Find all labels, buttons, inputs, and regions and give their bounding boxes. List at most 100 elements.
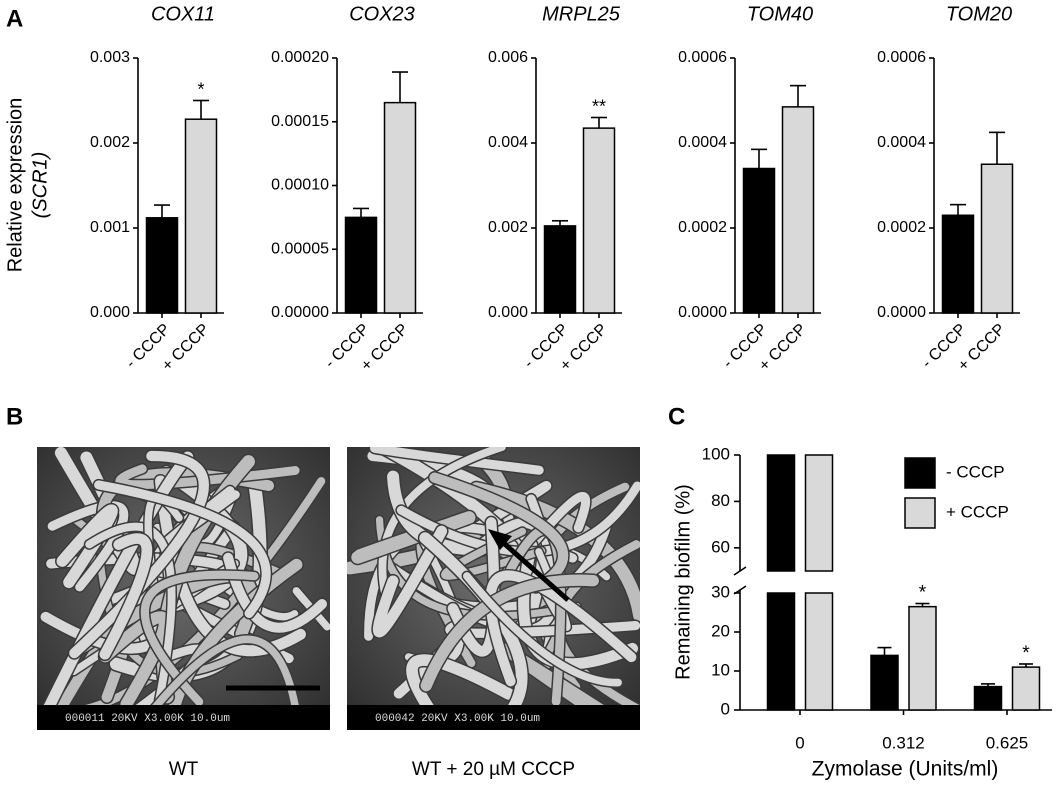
significance: *: [919, 583, 927, 604]
y-tick-label: 0.0004: [678, 134, 727, 151]
bar: [804, 592, 834, 711]
y-tick-label: 0.00010: [271, 177, 329, 194]
y-tick-label: 80: [711, 491, 730, 510]
chart-title: MRPL25: [542, 3, 621, 25]
panel-label: B: [6, 403, 23, 430]
y-tick-label: 0.006: [488, 49, 528, 66]
bar: [742, 167, 776, 314]
sem-image: [37, 447, 330, 730]
hypha: [406, 654, 515, 720]
bar: [543, 225, 577, 314]
y-tick-label: 0.000: [488, 304, 528, 321]
legend-swatch: [904, 497, 936, 529]
y-tick-label: 0.0000: [877, 304, 926, 321]
hypha: [94, 480, 271, 619]
info-bar: [37, 705, 330, 730]
x-tick-label: 0.312: [882, 733, 925, 752]
hypha: [145, 635, 301, 720]
arrow: [496, 536, 570, 602]
legend-swatch: [904, 457, 936, 489]
hypha: [370, 447, 544, 475]
significance: *: [197, 79, 204, 99]
hypha: [140, 570, 259, 706]
axis-break: [733, 566, 747, 576]
bar: [344, 216, 378, 314]
hypha: [56, 504, 118, 589]
y-tick-label: 20: [711, 621, 730, 640]
y-tick-label: 0: [721, 699, 730, 718]
hypha: [99, 611, 171, 710]
bar: [980, 163, 1014, 314]
significance: *: [1022, 643, 1030, 664]
hypha: [419, 532, 528, 725]
y-tick-label: 0.002: [90, 134, 130, 151]
chart-title: COX23: [349, 3, 415, 25]
y-tick-label: 0.0000: [678, 304, 727, 321]
x-tick-label: 0: [795, 733, 804, 752]
hypha: [223, 552, 328, 633]
hypha: [47, 501, 129, 592]
significance: **: [592, 96, 606, 116]
y-tick-label: 100: [702, 444, 730, 463]
bar: [781, 106, 815, 314]
bar: [766, 454, 796, 572]
bar: [1011, 666, 1041, 711]
bar: [184, 118, 218, 314]
y-tick-label: 0.004: [488, 134, 528, 151]
y-tick-label: 0.00005: [271, 240, 329, 257]
chart-title: TOM20: [946, 3, 1012, 25]
bar: [804, 454, 834, 572]
y-axis-label: Relative expression: [4, 98, 26, 273]
hypha: [85, 522, 176, 705]
y-tick-label: 30: [711, 582, 730, 601]
bar: [145, 217, 179, 314]
image-info: 000011 20KV X3.00K 10.0um: [65, 713, 230, 725]
legend-label: + CCCP: [946, 502, 1009, 521]
bar: [870, 654, 899, 711]
hypha: [351, 511, 476, 564]
x-axis-label: Zymolase (Units/ml): [812, 758, 999, 781]
arrow-head: [488, 529, 512, 550]
y-tick-label: 0.0002: [678, 219, 727, 236]
legend-label: - CCCP: [946, 462, 1005, 481]
bar: [766, 592, 796, 711]
info-bar: [347, 705, 640, 730]
image-info: 000042 20KV X3.00K 10.0um: [375, 713, 540, 725]
hypha: [292, 587, 330, 631]
chart-title: TOM40: [747, 3, 813, 25]
x-tick-label: 0.625: [986, 733, 1029, 752]
y-axis-label: Remaining biofilm (%): [672, 484, 694, 680]
y-tick-label: 0.0006: [678, 49, 727, 66]
bar: [973, 685, 1003, 711]
image-caption: WT + 20 µM CCCP: [412, 759, 575, 780]
image-caption: WT: [169, 759, 199, 780]
bar: [582, 127, 616, 314]
bar: [908, 605, 937, 711]
y-tick-label: 0.00015: [271, 113, 329, 130]
y-axis-label: (SCR1): [29, 152, 51, 219]
y-tick-label: 0.00020: [271, 49, 329, 66]
y-tick-label: 0.003: [90, 49, 130, 66]
y-tick-label: 0.00000: [271, 304, 329, 321]
panel-label: C: [668, 403, 685, 430]
bar: [383, 101, 417, 314]
hypha: [463, 572, 622, 687]
y-tick-label: 10: [711, 660, 730, 679]
bar: [941, 214, 975, 314]
y-tick-label: 0.000: [90, 304, 130, 321]
y-tick-label: 0.0006: [877, 49, 926, 66]
hypha: [468, 480, 552, 535]
y-tick-label: 0.001: [90, 219, 130, 236]
hypha: [445, 618, 640, 638]
chart-title: COX11: [151, 3, 215, 25]
sem-image: [347, 447, 640, 730]
panel-label: A: [6, 5, 23, 32]
hypha: [485, 570, 637, 687]
y-tick-label: 0.0004: [877, 134, 926, 151]
y-tick-label: 60: [711, 537, 730, 556]
hypha: [99, 533, 153, 660]
y-tick-label: 0.002: [488, 219, 528, 236]
y-tick-label: 0.0002: [877, 219, 926, 236]
hypha: [372, 525, 448, 638]
